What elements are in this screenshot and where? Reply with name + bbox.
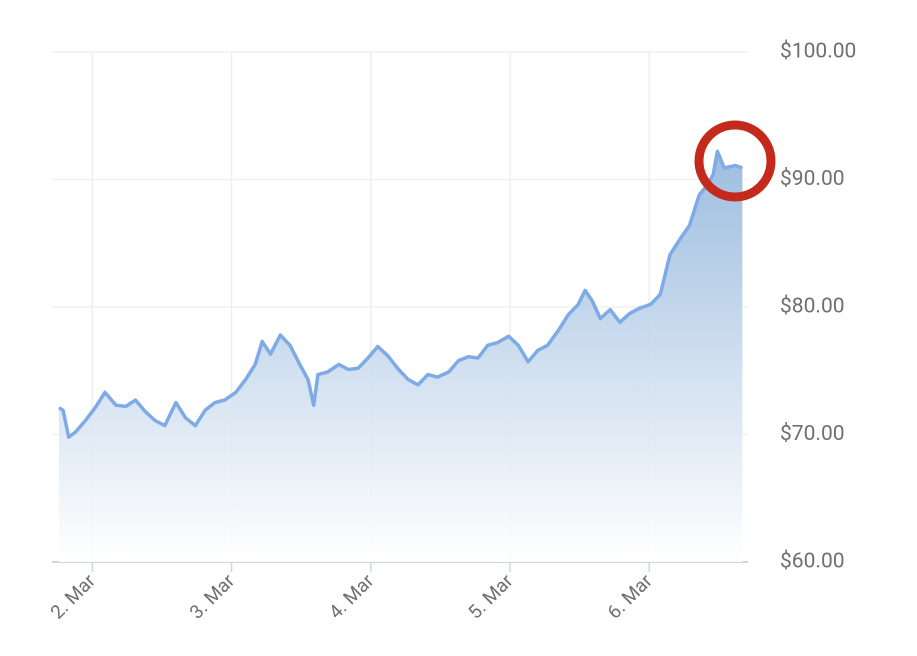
x-tick-label: 4. Mar (324, 569, 379, 624)
y-tick-label: $90.00 (780, 167, 845, 191)
y-tick-label: $80.00 (780, 295, 845, 319)
price-line (58, 149, 743, 439)
x-tick-label: 3. Mar (185, 569, 240, 624)
y-tick-label: $100.00 (780, 40, 856, 64)
area-fill (59, 151, 743, 562)
plot (58, 149, 743, 562)
x-tick-label: 5. Mar (463, 569, 518, 624)
y-tick-label: $60.00 (780, 550, 845, 574)
x-tick-label: 2. Mar (46, 569, 101, 624)
y-tick-label: $70.00 (780, 422, 845, 446)
highlight-circle (694, 120, 776, 202)
x-tick-label: 6. Mar (602, 569, 657, 624)
